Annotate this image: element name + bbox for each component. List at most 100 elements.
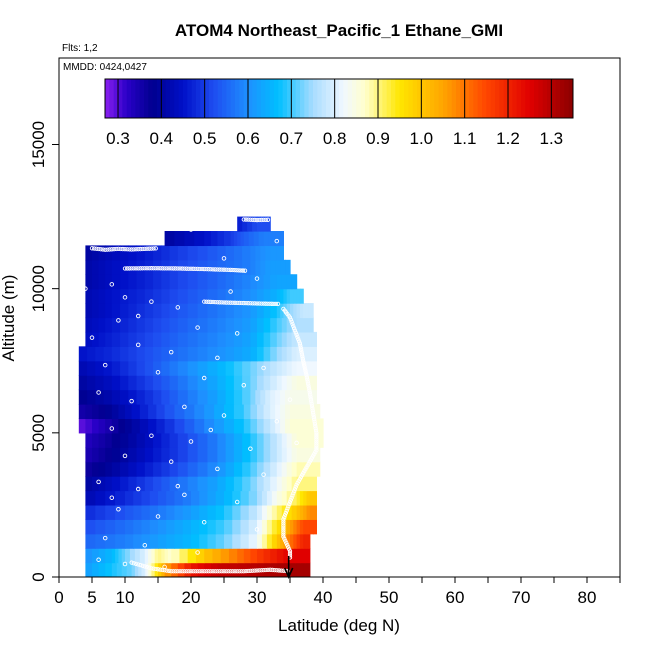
colorbar-tick-label: 1.3 xyxy=(540,129,564,148)
flight-track-point xyxy=(250,568,255,573)
flight-track-point xyxy=(173,569,178,574)
heatmap-cell xyxy=(144,245,154,261)
flight-track-point xyxy=(210,299,216,305)
heatmap-cell xyxy=(286,432,293,448)
heatmap-cell xyxy=(306,490,311,506)
heatmap-cell xyxy=(194,418,205,434)
heatmap-cell xyxy=(313,490,316,506)
colorbar-segment xyxy=(391,79,396,118)
heatmap-cell xyxy=(276,274,283,290)
heatmap-cell xyxy=(225,245,235,261)
heatmap-cell xyxy=(153,476,162,492)
heatmap-cell xyxy=(243,404,251,420)
heatmap-cell xyxy=(242,317,251,333)
colorbar-segment xyxy=(421,79,427,118)
heatmap-cell xyxy=(276,476,283,492)
heatmap-cell xyxy=(118,548,123,564)
flight-track-point xyxy=(204,299,209,304)
flight-track-point xyxy=(252,301,257,306)
heatmap-cell xyxy=(111,303,121,319)
flight-track-point xyxy=(235,300,240,306)
heatmap-cell xyxy=(158,519,167,535)
scatter-point xyxy=(109,282,115,287)
colorbar-segment xyxy=(339,79,344,118)
flight-track-point xyxy=(100,247,106,252)
heatmap-cell xyxy=(105,519,116,535)
colorbar-segment xyxy=(512,79,518,118)
heatmap-cell xyxy=(276,548,284,564)
heatmap-cell xyxy=(286,447,293,463)
heatmap-cell xyxy=(225,360,235,376)
heatmap-cell xyxy=(300,317,306,333)
flight-track-point xyxy=(202,266,207,272)
heatmap-cell xyxy=(169,360,179,376)
heatmap-cell xyxy=(233,288,243,304)
heatmap-cell xyxy=(265,389,271,405)
flight-track-point xyxy=(243,300,249,306)
heatmap-cell xyxy=(199,519,209,535)
scatter-point xyxy=(201,519,207,525)
heatmap-cell xyxy=(85,490,96,506)
flight-track-point xyxy=(312,419,317,424)
heatmap-cell xyxy=(144,562,148,577)
flight-track-point xyxy=(235,569,240,574)
heatmap-cell xyxy=(121,562,128,577)
flight-track-point xyxy=(310,410,316,415)
flight-track-point xyxy=(263,217,268,223)
heatmap-cell xyxy=(92,562,100,577)
heatmap-cell xyxy=(153,331,162,347)
heatmap-cell xyxy=(299,504,304,520)
heatmap-cell xyxy=(120,303,129,319)
heatmap-cell xyxy=(177,331,189,347)
colorbar-segment xyxy=(261,79,266,118)
heatmap-cell xyxy=(308,317,314,333)
heatmap-cell xyxy=(177,476,189,492)
heatmap-cell xyxy=(306,476,313,492)
heatmap-cell xyxy=(257,346,265,362)
flight-track-point xyxy=(290,493,295,498)
heatmap-cell xyxy=(207,519,217,535)
flight-track-point xyxy=(129,266,134,271)
heatmap-cell xyxy=(263,331,271,347)
heatmap-cell xyxy=(199,504,209,520)
flight-track-point xyxy=(138,562,143,568)
flight-track-point xyxy=(303,368,308,374)
flight-track-point xyxy=(313,423,318,429)
heatmap-cell xyxy=(161,432,171,448)
heatmap-cell xyxy=(105,447,113,463)
colorbar-segment xyxy=(256,79,262,118)
flight-track-point xyxy=(314,437,319,442)
heatmap-cell xyxy=(153,346,162,362)
colorbar-segment xyxy=(135,79,141,118)
heatmap-cell xyxy=(153,461,162,477)
heatmap-cell xyxy=(217,389,227,405)
colorbar-segment xyxy=(191,79,197,118)
heatmap-cell xyxy=(141,533,151,549)
flight-track-point xyxy=(193,266,198,272)
heatmap-cell xyxy=(128,274,138,290)
heatmap-cell xyxy=(250,288,258,304)
flight-track-point xyxy=(311,412,316,418)
heatmap-cell xyxy=(240,533,250,549)
heatmap-cell xyxy=(197,432,209,448)
flight-track-point xyxy=(286,546,292,552)
heatmap-cell xyxy=(92,432,100,448)
flight-track-point xyxy=(228,569,233,574)
flight-track-point xyxy=(208,267,213,272)
heatmap-cell xyxy=(271,533,278,549)
heatmap-cell xyxy=(111,317,121,333)
flight-track-point xyxy=(191,569,196,574)
heatmap-cell xyxy=(197,476,209,492)
heatmap-cell xyxy=(197,331,209,347)
heatmap-cell xyxy=(309,519,314,535)
heatmap-cell xyxy=(281,447,288,463)
heatmap-cell xyxy=(204,404,215,420)
scatter-point xyxy=(168,459,174,464)
heatmap-cell xyxy=(306,519,311,535)
flight-track-point xyxy=(265,217,271,222)
heatmap-cell xyxy=(118,418,126,434)
scatter-point xyxy=(261,472,266,477)
flight-track-point xyxy=(142,564,147,569)
heatmap-cell xyxy=(174,504,184,520)
heatmap-cell xyxy=(263,418,271,434)
